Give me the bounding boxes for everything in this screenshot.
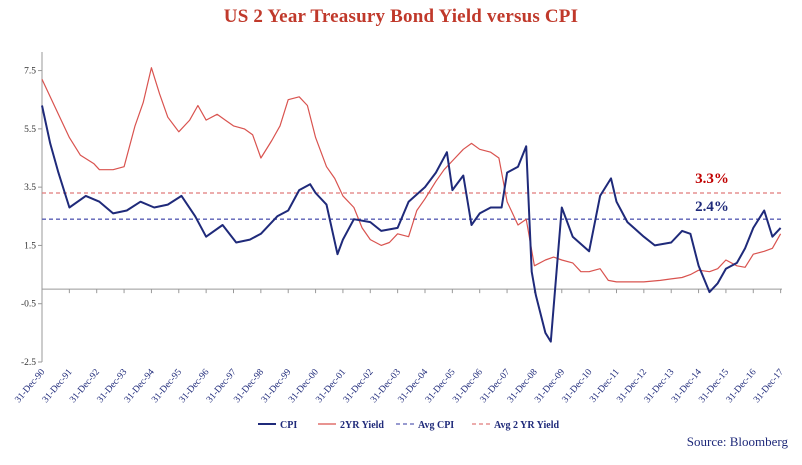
legend-label: 2YR Yield (340, 420, 384, 431)
source-note: Source: Bloomberg (686, 434, 788, 449)
annotations: 3.3% 2.4% (695, 171, 729, 215)
series-lines (41, 67, 782, 343)
y-tick-label: 3.5 (24, 183, 36, 193)
cpi-series-line (41, 105, 782, 343)
y-tick-label: -0.5 (21, 300, 36, 310)
legend: CPI 2YR Yield Avg CPI Avg 2 YR Yield (258, 420, 560, 431)
y-tick-labels: -2.5 -0.5 1.5 3.5 5.5 7.5 (21, 67, 42, 368)
yield-series-line (41, 67, 782, 283)
average-lines (42, 192, 782, 220)
y-tick-label: 1.5 (24, 241, 36, 251)
chart-axes (41, 52, 782, 362)
y-tick-label: 7.5 (24, 67, 36, 77)
chart-title: US 2 Year Treasury Bond Yield versus CPI (223, 6, 579, 27)
legend-label: CPI (280, 420, 297, 431)
avg-yield-annotation: 3.3% (695, 171, 729, 187)
legend-label: Avg 2 YR Yield (494, 420, 560, 431)
y-tick-label: 5.5 (24, 125, 36, 135)
avg-cpi-annotation: 2.4% (695, 199, 729, 215)
x-tick-labels: 31-Dec-9031-Dec-9131-Dec-9231-Dec-9331-D… (14, 289, 786, 405)
legend-label: Avg CPI (418, 420, 454, 431)
y-tick-label: -2.5 (21, 358, 36, 368)
